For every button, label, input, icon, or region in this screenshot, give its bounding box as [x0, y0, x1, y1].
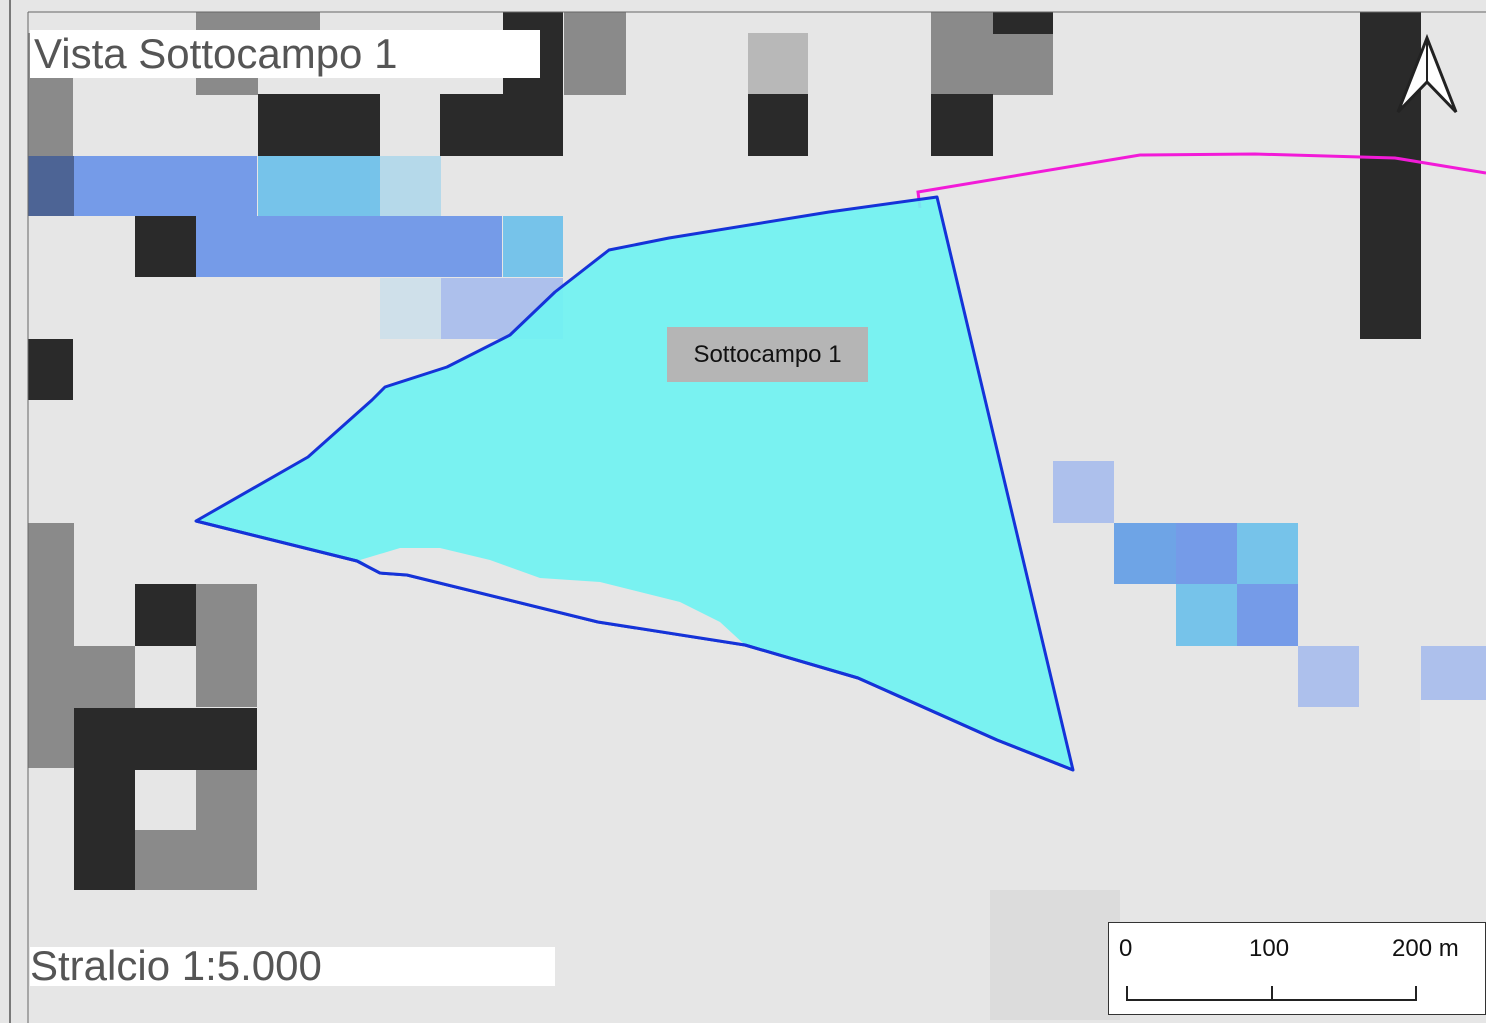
- map-title: Vista Sottocampo 1: [34, 30, 398, 77]
- scale-bar-graphic: [1125, 985, 1417, 1001]
- scale-label-100: 100: [1249, 935, 1290, 962]
- scale-bar: 0 100 200 m: [1108, 922, 1486, 1015]
- raster-cell: [748, 33, 808, 95]
- raster-cell: [1298, 646, 1359, 707]
- scale-text-box: Stralcio 1:5.000: [30, 942, 555, 989]
- raster-cell: [258, 12, 320, 34]
- raster-cell: [1360, 12, 1421, 339]
- raster-cell: [28, 523, 74, 768]
- raster-cell: [1176, 523, 1237, 584]
- raster-cell: [135, 830, 196, 890]
- raster-cell: [440, 94, 563, 156]
- raster-cell: [380, 278, 441, 339]
- raster-cell: [196, 770, 257, 890]
- raster-cell: [931, 94, 993, 156]
- raster-cell: [135, 708, 257, 770]
- raster-cell: [74, 156, 257, 216]
- polygon-hole: [360, 548, 745, 645]
- raster-cell: [74, 708, 135, 890]
- raster-cell: [503, 216, 563, 277]
- raster-cell: [135, 216, 196, 277]
- polygon-outline-bottom: [195, 519, 1074, 772]
- raster-cell: [1053, 461, 1114, 523]
- scale-label-200: 200 m: [1392, 935, 1459, 962]
- raster-cell: [1237, 523, 1298, 584]
- raster-cell: [74, 646, 135, 708]
- raster-shading: [990, 700, 1486, 1020]
- raster-cell: [748, 94, 808, 156]
- feature-label-sottocampo: Sottocampo 1: [667, 327, 868, 382]
- raster-cell: [196, 584, 257, 707]
- raster-cell: [28, 339, 73, 400]
- raster-cell: [258, 156, 380, 216]
- raster-cell: [1114, 523, 1176, 584]
- scale-text: Stralcio 1:5.000: [30, 942, 322, 989]
- boundary-line: [916, 152, 1486, 209]
- raster-cell: [196, 216, 502, 277]
- raster-cell: [1176, 584, 1237, 646]
- scale-label-0: 0: [1119, 935, 1133, 962]
- raster-cell: [258, 94, 380, 156]
- north-arrow-icon: [1396, 33, 1458, 114]
- raster-cell: [135, 584, 196, 646]
- raster-cell: [993, 12, 1053, 34]
- map-title-box: Vista Sottocampo 1: [30, 30, 540, 78]
- raster-cell: [1421, 646, 1486, 707]
- raster-cell: [380, 156, 441, 216]
- raster-cell: [564, 12, 626, 95]
- raster-cell: [28, 156, 74, 216]
- raster-cell: [1237, 584, 1298, 646]
